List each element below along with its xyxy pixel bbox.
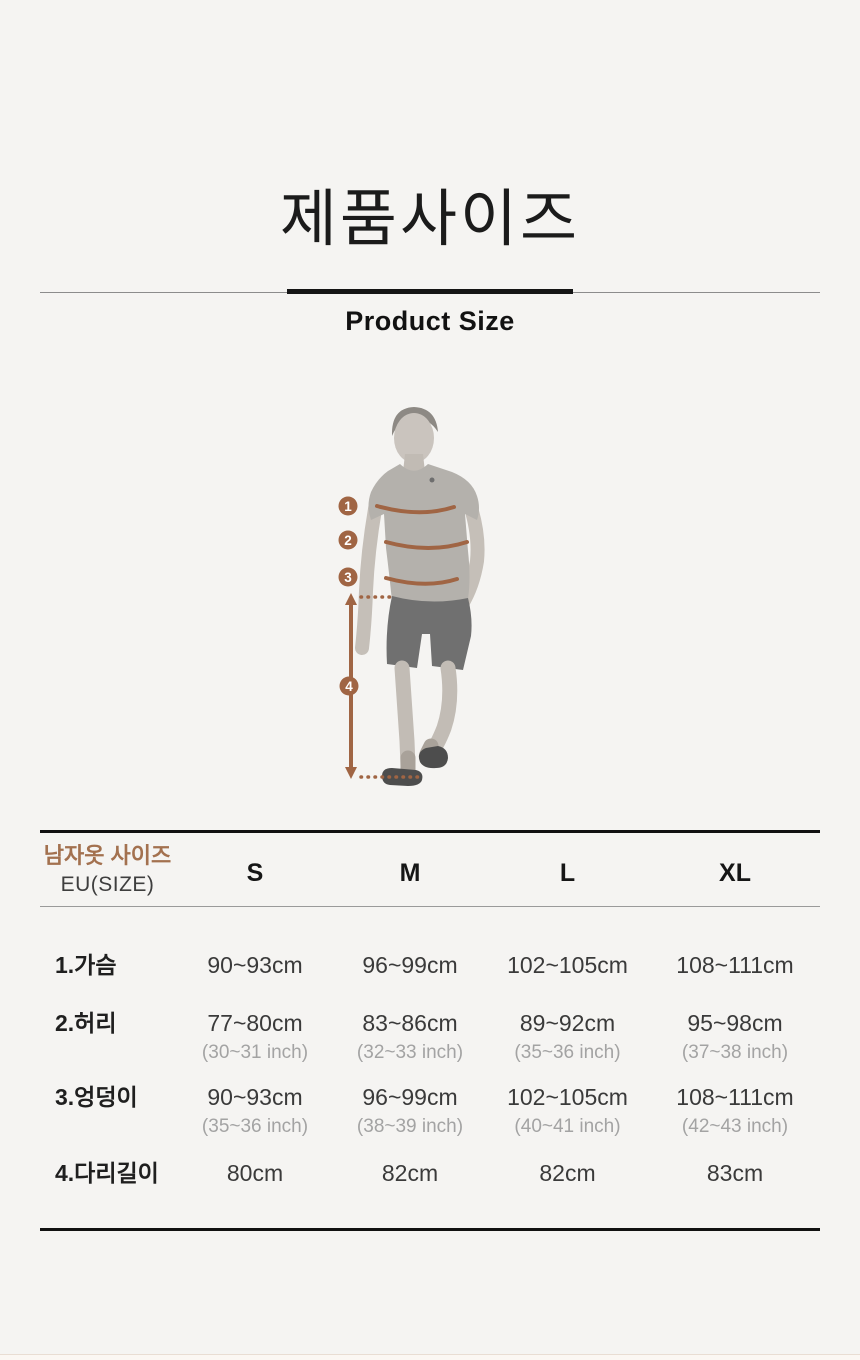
table-corner-label-eu: EU(SIZE)	[60, 873, 155, 896]
cell-waist-m: 83~86cm (32~33 inch)	[356, 1010, 464, 1063]
table-corner-label-ko: 남자옷 사이즈	[43, 843, 172, 868]
table-row-chest: 1.가슴 90~93cm 96~99cm 102~105cm 108~111cm	[40, 943, 820, 987]
row-label: 3.엉덩이	[55, 1084, 138, 1110]
model-photo: 1 2 3 4	[338, 407, 485, 786]
badge-3-number: 3	[344, 570, 352, 585]
cell-hip-m: 96~99cm (38~39 inch)	[356, 1084, 464, 1137]
cell-hip-xl: 108~111cm (42~43 inch)	[676, 1084, 794, 1137]
cell-chest-xl: 108~111cm	[676, 952, 794, 978]
table-row-waist: 2.허리 77~80cm (30~31 inch) 83~86cm (32~33…	[40, 1001, 820, 1064]
badge-4-icon	[339, 676, 359, 696]
row-label: 4.다리길이	[55, 1160, 159, 1186]
chest-measure-line	[375, 504, 456, 515]
table-bottom-border	[40, 1228, 820, 1231]
measure-badges: 1 2 3 4	[338, 496, 359, 696]
table-top-border	[40, 830, 820, 833]
cell-hip-s: 90~93cm (35~36 inch)	[201, 1084, 309, 1137]
cell-leg-xl: 83cm	[706, 1160, 764, 1186]
page-title: 제품사이즈	[279, 185, 581, 254]
cell-chest-s: 90~93cm	[207, 952, 303, 978]
row-label: 2.허리	[55, 1010, 117, 1036]
col-header-xl: XL	[719, 859, 751, 887]
cell-waist-s: 77~80cm (30~31 inch)	[201, 1010, 309, 1063]
badge-2-icon	[338, 530, 358, 550]
hip-measure-line	[384, 576, 459, 586]
table-header-divider	[40, 906, 820, 907]
man-silhouette	[355, 407, 485, 786]
badge-4-number: 4	[345, 679, 353, 694]
badge-1-number: 1	[344, 499, 352, 514]
cell-waist-xl: 95~98cm (37~38 inch)	[681, 1010, 789, 1063]
cell-waist-l: 89~92cm (35~36 inch)	[514, 1010, 621, 1063]
size-table-header: 남자옷 사이즈 EU(SIZE) S M L XL	[40, 841, 820, 907]
table-row-hip: 3.엉덩이 90~93cm (35~36 inch) 96~99cm (38~3…	[40, 1075, 820, 1138]
badge-2-number: 2	[344, 533, 352, 548]
cell-chest-m: 96~99cm	[362, 952, 458, 978]
title-underline	[287, 289, 573, 294]
cell-leg-l: 82cm	[539, 1160, 596, 1186]
table-row-leg-length: 4.다리길이 80cm 82cm 82cm 83cm	[40, 1151, 820, 1195]
cell-hip-l: 102~105cm (40~41 inch)	[507, 1084, 628, 1137]
badge-1-icon	[338, 496, 358, 516]
cell-chest-l: 102~105cm	[507, 952, 628, 978]
cell-leg-s: 80cm	[226, 1160, 284, 1186]
col-header-l: L	[559, 859, 576, 887]
table-corner-label: 남자옷 사이즈 EU(SIZE)	[40, 841, 175, 907]
col-header-m: M	[399, 859, 421, 887]
col-header-s: S	[246, 859, 264, 887]
row-label: 1.가슴	[55, 952, 117, 978]
cell-leg-m: 82cm	[381, 1160, 439, 1186]
measurement-figure: 1 2 3 4	[320, 396, 560, 796]
page-subtitle: Product Size	[345, 306, 515, 336]
badge-3-icon	[338, 567, 358, 587]
waist-measure-line	[384, 540, 469, 550]
page-bottom-edge	[0, 1354, 860, 1360]
